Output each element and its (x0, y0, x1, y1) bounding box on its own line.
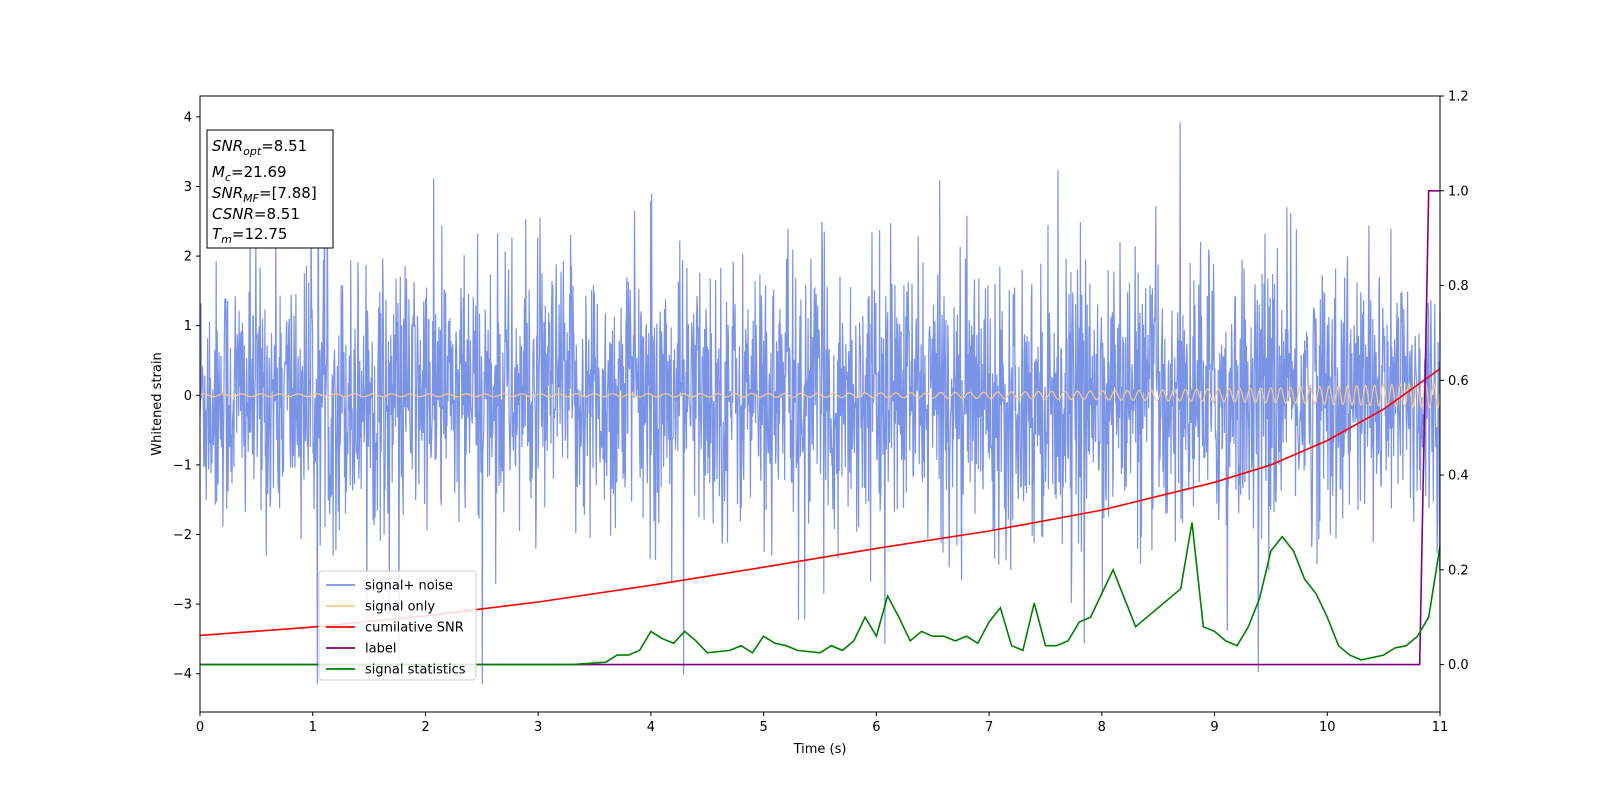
info-snr-opt-value: =8.51 (261, 137, 307, 155)
x-axis-label: Time (s) (793, 742, 847, 757)
y-left-tick-label: 2 (184, 250, 192, 265)
y-left-tick-label: −1 (173, 458, 192, 473)
series-signal-statistics-line (200, 522, 1441, 666)
y-right-tick-label: 0.8 (1448, 279, 1469, 294)
x-tick-label: 11 (1432, 720, 1449, 735)
y-left-tick-label: 4 (184, 110, 192, 125)
x-tick-label: 6 (872, 720, 880, 735)
info-snr-opt: SNRopt=8.51 (212, 137, 307, 158)
info-snr-mf: SNRMF=[7.88] (212, 184, 317, 205)
y-right-tick-label: 0.2 (1448, 563, 1469, 578)
series-signal-noise-line (199, 122, 1441, 685)
y-left-tick-label: −2 (173, 528, 192, 543)
info-snr-mf-value: =[7.88] (259, 184, 317, 202)
y-axis-right: 0.0 0.2 0.4 0.6 0.8 1.0 1.2 (1440, 90, 1469, 673)
legend: signal+ noise signal only cumilative SNR la… (318, 570, 477, 681)
info-box-frame (206, 129, 334, 249)
x-tick-label: 8 (1098, 720, 1106, 735)
y-left-tick-label: −3 (173, 598, 192, 613)
x-tick-label: 9 (1210, 720, 1218, 735)
x-tick-label: 7 (985, 720, 993, 735)
info-snr-mf-sub: MF (243, 192, 259, 205)
legend-signal-statistics-text: signal statistics (365, 663, 466, 678)
y-left-tick-label: −4 (173, 667, 192, 682)
info-mc-sub: c (225, 171, 231, 184)
info-csnr-base: CSNR (212, 205, 254, 223)
legend-frame (318, 570, 477, 681)
info-mc: Mc=21.69 (212, 163, 287, 184)
y-right-tick-label: 0.6 (1448, 374, 1469, 389)
x-tick-label: 0 (196, 720, 204, 735)
y-right-tick-label: 1.2 (1448, 90, 1469, 105)
info-tm-value: =12.75 (232, 225, 288, 243)
y-left-tick-label: 3 (184, 180, 192, 195)
info-csnr: CSNR=8.51 (212, 205, 300, 223)
x-axis: 0 1 2 3 4 5 6 7 8 9 10 11 (196, 712, 1448, 735)
legend-signal-noise-text: signal+ noise (365, 579, 453, 594)
y-right-tick-label: 0.0 (1448, 658, 1469, 673)
x-tick-label: 2 (421, 720, 429, 735)
y-right-tick-label: 0.4 (1448, 469, 1469, 484)
info-snr-mf-base: SNR (212, 184, 243, 202)
info-box: SNRopt=8.51 Mc=21.69 SNRMF=[7.88] CSNR=8… (206, 129, 334, 249)
y-axis-label: Whitened strain (150, 352, 165, 455)
x-tick-label: 4 (647, 720, 655, 735)
info-snr-opt-base: SNR (212, 137, 243, 155)
info-snr-opt-sub: opt (243, 145, 262, 158)
info-mc-base: M (212, 163, 225, 181)
y-left-tick-label: 0 (184, 389, 192, 404)
x-tick-label: 5 (759, 720, 767, 735)
info-csnr-value: =8.51 (254, 205, 300, 223)
y-left-tick-label: 1 (184, 319, 192, 334)
info-tm-sub: m (221, 233, 232, 246)
axes-frame (199, 95, 1441, 713)
series-signal-only-line (199, 382, 1441, 409)
legend-label-text: label (365, 642, 396, 657)
legend-signal-only-text: signal only (365, 600, 435, 615)
y-right-tick-label: 1.0 (1448, 184, 1469, 199)
x-tick-label: 1 (309, 720, 317, 735)
info-tm-base: T (212, 225, 223, 243)
series-label-line (200, 190, 1440, 666)
info-mc-value: =21.69 (231, 163, 287, 181)
legend-cumulative-snr-text: cumilative SNR (365, 621, 464, 636)
x-tick-label: 3 (534, 720, 542, 735)
x-tick-label: 10 (1319, 720, 1336, 735)
info-tm: Tm=12.75 (212, 225, 287, 246)
y-axis-left: −4 −3 −2 −1 0 1 2 3 4 (173, 110, 200, 682)
